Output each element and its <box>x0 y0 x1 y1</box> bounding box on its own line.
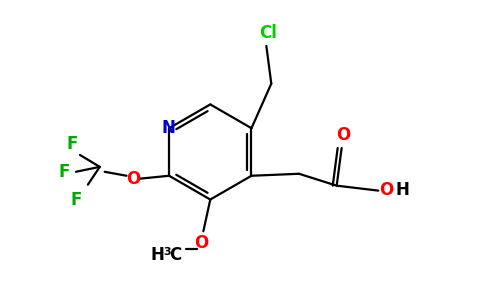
Text: F: F <box>66 135 78 153</box>
Text: F: F <box>70 190 82 208</box>
Text: Cl: Cl <box>259 24 277 42</box>
Text: O: O <box>194 234 209 252</box>
Text: N: N <box>161 119 175 137</box>
Text: 3: 3 <box>163 247 170 257</box>
Text: O: O <box>126 170 140 188</box>
Text: O: O <box>336 126 351 144</box>
Text: H: H <box>395 181 409 199</box>
Text: H: H <box>151 246 165 264</box>
Text: C: C <box>169 246 182 264</box>
Text: O: O <box>379 181 393 199</box>
Text: F: F <box>59 163 70 181</box>
